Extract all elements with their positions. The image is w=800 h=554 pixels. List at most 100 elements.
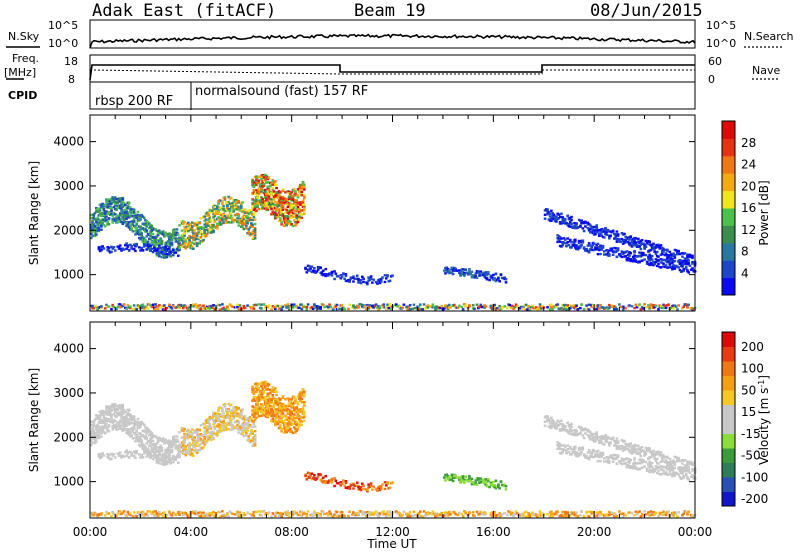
power-echo-cell (453, 303, 456, 307)
power-echo-cell (102, 208, 106, 211)
power-echo-cell (303, 183, 306, 187)
power-echo-cell (238, 208, 242, 211)
velocity-echo-cell (282, 425, 286, 428)
power-echo-cell (376, 306, 379, 309)
power-echo-cell (459, 274, 462, 277)
power-echo-cell (261, 200, 265, 203)
power-echo-cell (122, 201, 126, 205)
velocity-echo-cell (190, 448, 194, 451)
velocity-echo-cell (90, 443, 93, 447)
power-echo-cell (339, 277, 343, 280)
velocity-echo-cell (333, 484, 336, 488)
power-echo-cell (673, 256, 677, 259)
power-echo-cell (594, 232, 597, 236)
velocity-echo-cell (90, 420, 93, 423)
power-echo-cell (275, 183, 278, 187)
velocity-echo-cell (151, 439, 155, 443)
power-echo-cell (315, 270, 319, 273)
power-echo-cell (245, 227, 248, 230)
velocity-echo-cell (91, 426, 94, 430)
power-echo-cell (613, 237, 616, 240)
power-echo-cell (297, 218, 301, 221)
velocity-echo-cell (144, 430, 147, 434)
velocity-echo-cell (295, 415, 299, 418)
power-echo-cell (663, 248, 667, 252)
velocity-echo-cell (169, 458, 173, 462)
velocity-echo-cell (248, 416, 252, 419)
power-echo-cell (279, 218, 282, 222)
power-echo-cell (319, 266, 322, 269)
power-echo-cell (195, 234, 199, 237)
power-echo-cell (214, 209, 218, 213)
velocity-echo-cell (297, 417, 301, 421)
power-echo-cell (671, 268, 674, 271)
power-echo-cell (557, 217, 561, 220)
power-echo-cell (301, 199, 305, 202)
cpid-label: CPID (8, 89, 38, 102)
power-echo-cell (526, 308, 529, 311)
velocity-echo-cell (309, 474, 312, 477)
power-echo-cell (335, 303, 339, 307)
velocity-echo-cell (256, 410, 259, 414)
power-echo-cell (120, 217, 123, 220)
power-echo-cell (297, 306, 301, 309)
power-echo-cell (223, 197, 227, 200)
power-echo-cell (440, 304, 443, 308)
power-echo-cell (95, 233, 98, 236)
velocity-echo-cell (236, 415, 239, 418)
velocity-echo-cell (199, 432, 203, 436)
power-echo-cell (687, 263, 691, 266)
power-echo-cell (111, 214, 115, 217)
velocity-echo-cell (275, 420, 278, 423)
power-echo-cell (187, 308, 190, 311)
power-echo-cell (300, 194, 304, 197)
power-echo-cell (587, 308, 591, 311)
power-echo-cell (199, 217, 203, 220)
power-echo-cell (567, 222, 571, 226)
power-echo-cell (295, 209, 299, 213)
power-echo-cell (602, 236, 606, 239)
power-echo-cell (280, 202, 283, 205)
power-echo-cell (296, 194, 300, 197)
power-echo-cell (654, 252, 658, 256)
power-echo-cell (248, 226, 252, 229)
power-echo-cell (141, 249, 145, 252)
power-echo-cell (120, 203, 123, 206)
power-ytick-label: 2000 (53, 223, 84, 237)
velocity-echo-cell (294, 399, 297, 402)
velocity-echo-cell (126, 411, 130, 415)
velocity-echo-cell (281, 420, 285, 423)
power-echo-cell (305, 308, 309, 311)
power-echo-cell (276, 196, 280, 199)
velocity-echo-cell (285, 415, 288, 419)
power-echo-cell (576, 248, 580, 251)
power-echo-cell (310, 305, 314, 309)
power-echo-cell (156, 233, 160, 237)
velocity-echo-cell (127, 456, 131, 459)
power-echo-cell (122, 248, 126, 251)
power-echo-cell (297, 208, 301, 211)
velocity-echo-cell (296, 409, 300, 412)
velocity-echo-cell (113, 456, 117, 459)
velocity-echo-cell (245, 434, 248, 437)
power-echo-cell (260, 188, 263, 191)
power-echo-cell (672, 307, 675, 310)
velocity-echo-cell (251, 432, 254, 435)
power-echo-cell (301, 201, 305, 204)
power-echo-cell (566, 304, 570, 307)
velocity-echo-cell (300, 401, 304, 404)
velocity-echo-cell (208, 418, 212, 421)
power-echo-cell (402, 303, 406, 306)
velocity-echo-cell (289, 427, 292, 431)
cpid-segment-1: rbsp 200 RF (95, 94, 174, 109)
power-echo-cell (113, 202, 117, 206)
power-echo-cell (343, 307, 346, 311)
power-echo-cell (144, 240, 147, 243)
velocity-echo-cell (106, 419, 109, 422)
velocity-echo-cell (120, 424, 123, 427)
velocity-echo-cell (216, 414, 219, 417)
velocity-echo-cell (242, 421, 246, 425)
power-echo-cell (669, 257, 673, 261)
power-echo-cell (557, 239, 561, 242)
velocity-echo-cell (129, 430, 132, 433)
